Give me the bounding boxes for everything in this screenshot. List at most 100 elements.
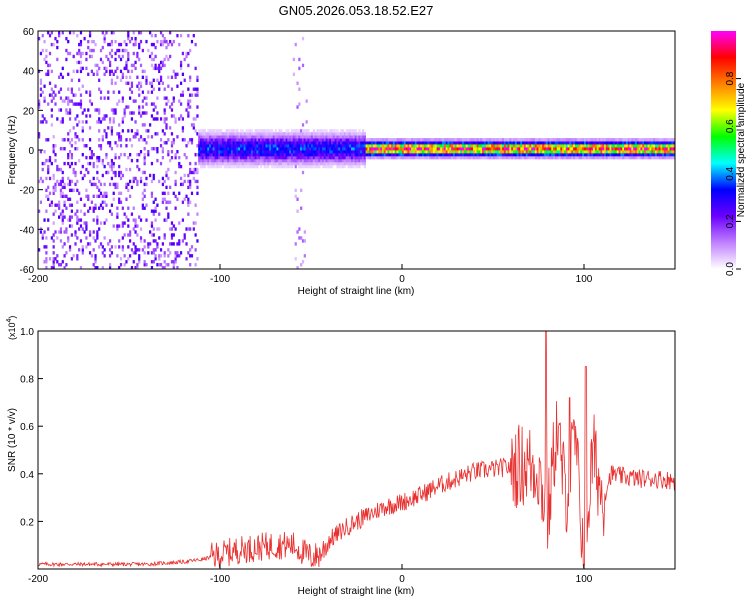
heatmap-cell	[482, 144, 485, 148]
heatmap-cell	[318, 132, 321, 136]
heatmap-cell	[201, 132, 205, 136]
heatmap-cell	[154, 239, 157, 243]
heatmap-cell	[580, 138, 583, 142]
heatmap-cell	[323, 147, 326, 151]
heatmap-cell	[72, 126, 75, 130]
heatmap-cell	[241, 161, 245, 166]
heatmap-cell	[159, 144, 163, 148]
heatmap-cell	[256, 132, 259, 136]
heatmap-cell	[165, 206, 168, 210]
heatmap-cell	[234, 161, 237, 166]
heatmap-cell	[194, 129, 197, 133]
heatmap-cell	[565, 144, 569, 148]
heatmap-cell	[76, 51, 79, 56]
heatmap-cell	[343, 147, 346, 151]
heatmap-cell	[67, 132, 70, 136]
heatmap-cell	[105, 191, 108, 196]
heatmap-cell	[243, 132, 246, 136]
heatmap-cell	[412, 152, 416, 157]
heatmap-cell	[267, 135, 270, 139]
heatmap-cell	[181, 200, 184, 204]
heatmap-cell	[638, 138, 641, 142]
heatmap-cell	[667, 150, 670, 154]
heatmap-cell	[269, 141, 272, 145]
heatmap-cell	[67, 161, 70, 166]
heatmap-cell	[179, 66, 183, 71]
heatmap-cell	[327, 132, 330, 136]
heatmap-cell	[485, 147, 488, 151]
heatmap-cell	[343, 135, 346, 139]
heatmap-cell	[660, 147, 663, 151]
heatmap-cell	[152, 248, 155, 252]
heatmap-cell	[549, 141, 552, 145]
heatmap-cell	[243, 152, 246, 157]
heatmap-cell	[81, 120, 84, 124]
heatmap-cell	[99, 120, 103, 124]
heatmap-cell	[567, 155, 570, 160]
heatmap-cell	[134, 39, 137, 44]
heatmap-cell	[134, 224, 137, 228]
heatmap-cell	[287, 141, 290, 145]
heatmap-cell	[667, 152, 670, 157]
heatmap-cell	[47, 158, 50, 163]
heatmap-cell	[640, 155, 643, 160]
heatmap-cell	[138, 152, 141, 157]
heatmap-cell	[307, 129, 310, 133]
heatmap-cell	[649, 150, 652, 154]
heatmap-cell	[147, 48, 150, 53]
heatmap-cell	[462, 152, 465, 157]
heatmap-cell	[494, 138, 498, 142]
heatmap-cell	[591, 138, 594, 142]
heatmap-cell	[371, 147, 374, 151]
heatmap-cell	[472, 155, 476, 160]
heatmap-cell	[48, 81, 52, 85]
heatmap-cell	[70, 257, 73, 261]
heatmap-cell	[602, 141, 605, 145]
heatmap-cell	[432, 138, 436, 142]
heatmap-cell	[298, 150, 301, 154]
heatmap-cell	[205, 147, 208, 151]
heatmap-cell	[68, 141, 72, 145]
heatmap-cell	[139, 81, 143, 85]
heatmap-cell	[88, 114, 92, 118]
heatmap-cell	[613, 155, 616, 160]
heatmap-cell	[327, 158, 330, 163]
y-tick-label: 40	[23, 67, 35, 78]
heatmap-cell	[371, 150, 374, 154]
heatmap-cell	[345, 155, 348, 160]
heatmap-cell	[671, 144, 674, 148]
heatmap-cell	[409, 141, 412, 145]
heatmap-cell	[70, 203, 73, 207]
heatmap-cell	[249, 138, 252, 142]
heatmap-cell	[285, 164, 288, 169]
heatmap-cell	[651, 155, 654, 160]
heatmap-cell	[296, 135, 299, 139]
heatmap-cell	[647, 144, 650, 148]
heatmap-cell	[45, 138, 48, 142]
heatmap-cell	[392, 152, 396, 157]
heatmap-cell	[141, 170, 144, 175]
heatmap-cell	[70, 155, 73, 160]
heatmap-cell	[296, 230, 299, 234]
heatmap-cell	[394, 155, 397, 160]
heatmap-cell	[139, 39, 143, 44]
heatmap-cell	[123, 66, 126, 71]
heatmap-cell	[298, 132, 301, 136]
heatmap-cell	[103, 191, 106, 196]
heatmap-cell	[92, 206, 95, 210]
heatmap-cell	[121, 117, 124, 121]
heatmap-cell	[316, 152, 319, 157]
heatmap-cell	[465, 152, 468, 157]
heatmap-cell	[654, 141, 658, 145]
heatmap-cell	[341, 144, 345, 148]
heatmap-cell	[103, 254, 106, 258]
heatmap-cell	[511, 150, 514, 154]
heatmap-cell	[363, 158, 366, 163]
heatmap-cell	[307, 155, 310, 160]
heatmap-cell	[96, 155, 99, 160]
heatmap-cell	[209, 164, 212, 169]
heatmap-cell	[54, 102, 57, 106]
heatmap-cell	[496, 155, 499, 160]
heatmap-cell	[331, 135, 334, 139]
heatmap-cell	[132, 111, 135, 115]
